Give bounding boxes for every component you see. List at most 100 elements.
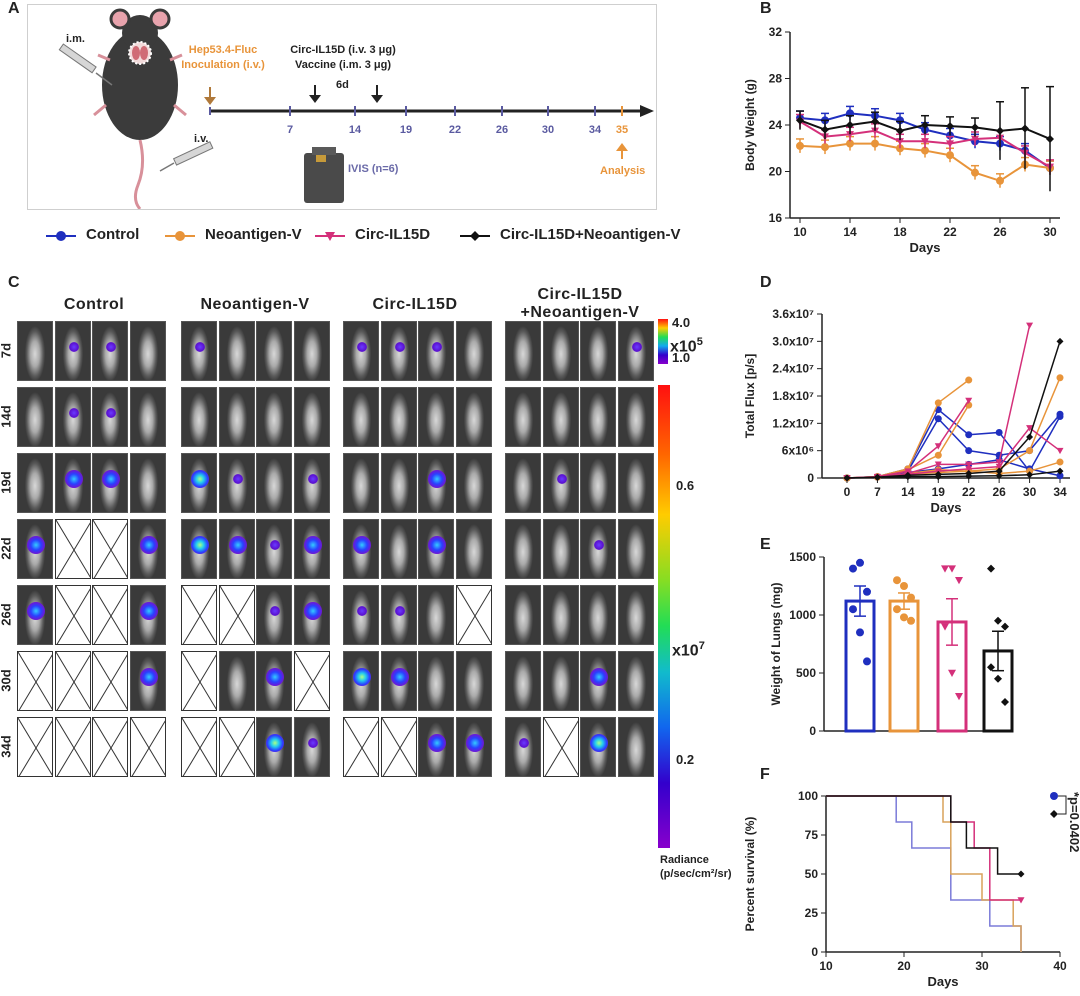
data-point bbox=[946, 151, 954, 160]
day-label: 22d bbox=[0, 537, 14, 560]
data-point bbox=[934, 399, 942, 407]
y-axis-label: Weight of Lungs (mg) bbox=[769, 582, 783, 705]
bioluminescence-signal bbox=[270, 606, 280, 617]
route-im-label: i.m. bbox=[66, 33, 85, 45]
data-point bbox=[955, 693, 963, 701]
bli-mouse-image bbox=[505, 717, 541, 777]
legend-label-combo: Circ-IL15D+Neoantigen-V bbox=[500, 226, 681, 243]
bioluminescence-signal bbox=[191, 470, 209, 489]
bli-mouse-image bbox=[256, 651, 292, 711]
y-tick-label: 25 bbox=[805, 906, 819, 920]
data-point bbox=[965, 447, 973, 455]
bli-mouse-image bbox=[380, 321, 417, 381]
bli-mouse-image bbox=[343, 453, 379, 513]
data-point bbox=[994, 674, 1002, 683]
bli-image-empty bbox=[129, 717, 166, 777]
data-point bbox=[1001, 698, 1009, 706]
syringe-icon bbox=[58, 43, 113, 86]
data-point bbox=[996, 126, 1004, 135]
bli-mouse-image bbox=[505, 651, 541, 711]
data-point bbox=[796, 116, 804, 125]
bli-mouse-image bbox=[418, 519, 454, 579]
x-tick-label: 26 bbox=[992, 485, 1006, 499]
colorbar-main bbox=[658, 385, 670, 848]
day-label: 30d bbox=[0, 669, 14, 692]
y-tick-label: 100 bbox=[798, 789, 818, 803]
bli-mouse-image bbox=[343, 321, 379, 381]
survival-curve bbox=[826, 795, 1022, 952]
data-point bbox=[1056, 374, 1064, 382]
bli-image-empty bbox=[218, 717, 255, 777]
bioluminescence-signal bbox=[394, 342, 405, 353]
bioluminescence-signal bbox=[106, 408, 116, 419]
bioluminescence-signal bbox=[68, 408, 79, 419]
x-tick-label: 18 bbox=[893, 225, 907, 239]
bli-mouse-image bbox=[343, 387, 379, 447]
bli-mouse-image bbox=[293, 453, 330, 513]
y-tick-label: 50 bbox=[805, 867, 819, 881]
bli-mouse-image bbox=[181, 321, 217, 381]
bli-mouse-image bbox=[218, 651, 255, 711]
legend-markers bbox=[46, 231, 490, 241]
timeline-day-label: 35 bbox=[616, 124, 628, 136]
data-point bbox=[846, 131, 854, 139]
bli-mouse-image bbox=[617, 717, 654, 777]
bli-mouse-image bbox=[617, 387, 654, 447]
scale-main-t2: 0.2 bbox=[676, 752, 695, 767]
data-point bbox=[934, 473, 942, 481]
data-point bbox=[948, 565, 956, 573]
bli-image-empty bbox=[54, 717, 91, 777]
bioluminescence-signal bbox=[428, 470, 446, 489]
bioluminescence-signal bbox=[191, 536, 209, 555]
bioluminescence-signal bbox=[590, 734, 608, 753]
bioluminescence-signal bbox=[390, 668, 409, 687]
data-point bbox=[1026, 467, 1034, 475]
bli-mouse-image bbox=[129, 651, 166, 711]
data-point bbox=[821, 143, 829, 152]
day-label: 34d bbox=[0, 735, 14, 758]
x-tick-label: 7 bbox=[874, 485, 881, 499]
bli-mouse-image bbox=[617, 585, 654, 645]
data-point bbox=[995, 463, 1003, 471]
bli-image-empty bbox=[542, 717, 579, 777]
bioluminescence-signal bbox=[631, 342, 642, 353]
bli-mouse-image bbox=[418, 453, 454, 513]
bioluminescence-signal bbox=[139, 602, 158, 621]
y-tick-label: 0 bbox=[807, 471, 814, 485]
group-title-combo-line1: Circ-IL15D bbox=[537, 286, 623, 303]
bli-image-empty bbox=[181, 651, 217, 711]
bli-mouse-image bbox=[455, 519, 492, 579]
scale-main-mult-text: x10 bbox=[672, 642, 699, 660]
data-point bbox=[846, 121, 854, 129]
bioluminescence-signal bbox=[357, 342, 367, 353]
bli-image-empty bbox=[218, 585, 255, 645]
data-point bbox=[996, 176, 1004, 185]
data-point bbox=[995, 472, 1003, 480]
bioluminescence-signal bbox=[428, 734, 446, 753]
data-point bbox=[921, 121, 929, 129]
bli-image-empty bbox=[92, 717, 128, 777]
x-tick-label: 30 bbox=[1023, 485, 1037, 499]
interval-label: 6d bbox=[336, 79, 349, 91]
bioluminescence-signal bbox=[270, 540, 280, 551]
bli-mouse-image bbox=[54, 387, 91, 447]
bli-mouse-image bbox=[54, 453, 91, 513]
bioluminescence-signal bbox=[27, 536, 45, 555]
legend-marker bbox=[56, 231, 66, 241]
bli-mouse-image bbox=[418, 717, 454, 777]
bli-image-empty bbox=[54, 519, 91, 579]
timeline-day-label: 22 bbox=[449, 124, 461, 136]
chart-e-lung-weight: Weight of Lungs (mg) 0 500 1000 1500 bbox=[769, 550, 1014, 738]
bioluminescence-signal bbox=[195, 342, 205, 353]
data-point bbox=[896, 116, 904, 125]
timeline-day-label: 26 bbox=[496, 124, 508, 136]
group-title-circ: Circ-IL15D bbox=[372, 296, 458, 313]
bli-mouse-image bbox=[181, 519, 217, 579]
x-tick-label: 10 bbox=[793, 225, 807, 239]
day-label: 19d bbox=[0, 471, 14, 494]
legend-label-circ: Circ-IL15D bbox=[355, 226, 431, 243]
bli-mouse-image bbox=[580, 519, 616, 579]
bli-mouse-image bbox=[418, 321, 454, 381]
y-tick-label: 0 bbox=[811, 945, 818, 959]
data-point bbox=[893, 605, 901, 614]
